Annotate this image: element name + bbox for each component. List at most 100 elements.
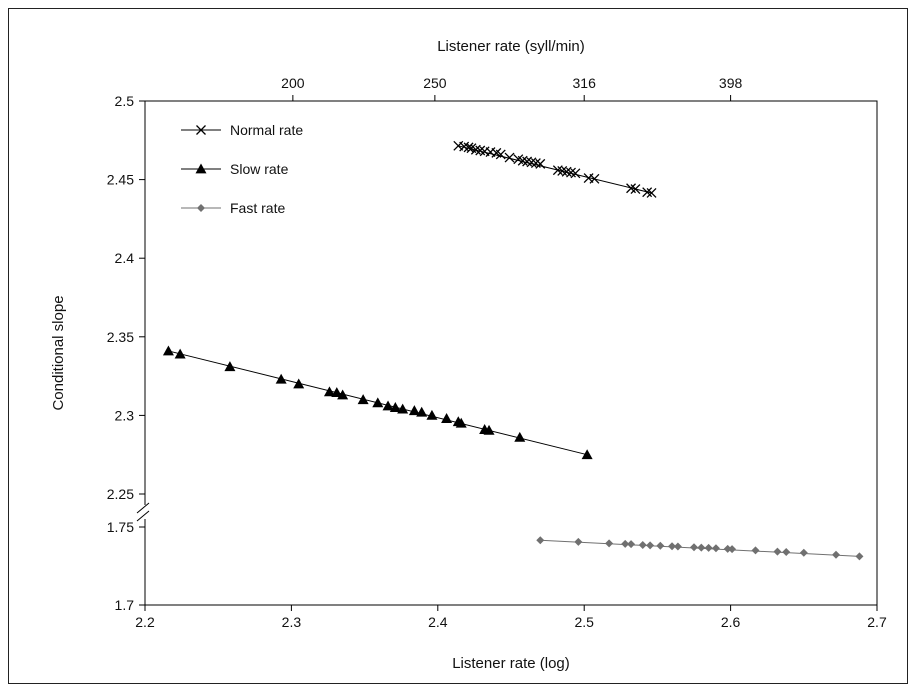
data-point (382, 400, 394, 411)
x2-tick-label: 316 (573, 75, 597, 91)
data-point (832, 550, 841, 559)
data-point (799, 548, 808, 557)
y-tick-label: 2.5 (115, 93, 135, 109)
figure-frame (8, 8, 908, 684)
marker-stroke (453, 140, 464, 151)
data-point (357, 394, 369, 405)
legend-item: Normal rate (181, 122, 303, 138)
axis-break-line (136, 510, 150, 522)
data-point (711, 544, 720, 553)
marker-stroke (495, 149, 506, 160)
legend-marker (195, 163, 207, 174)
series-normal-rate (453, 140, 657, 198)
data-point (426, 409, 438, 420)
marker-stroke (196, 125, 206, 135)
data-point (372, 397, 384, 408)
data-point (638, 540, 647, 549)
marker-stroke (535, 158, 546, 169)
x-tick-label: 2.6 (721, 614, 741, 630)
data-point (728, 545, 737, 554)
legend-item: Slow rate (181, 161, 289, 177)
data-point (723, 544, 732, 553)
data-point (630, 184, 641, 194)
y-tick-label: 2.3 (115, 407, 135, 423)
data-point (275, 373, 287, 384)
legend-marker (197, 204, 205, 212)
marker-stroke (517, 155, 528, 166)
data-point (605, 539, 614, 548)
data-point (323, 386, 335, 397)
y-tick-label: 2.4 (115, 250, 135, 266)
data-point (668, 542, 677, 551)
data-point (389, 402, 401, 412)
data-point (174, 348, 186, 359)
series-layer (162, 140, 864, 561)
marker-stroke (566, 167, 576, 178)
data-point (627, 540, 636, 549)
data-point (483, 424, 495, 435)
plot-area (144, 100, 878, 606)
marker-stroke (557, 165, 568, 176)
marker-stroke (646, 188, 657, 198)
marker-stroke (561, 166, 572, 177)
y-tick-label: 2.35 (107, 329, 134, 345)
data-point (535, 158, 546, 169)
ticks-group: 2.2 2.3 2.4 2.5 2.6 2.7 200 250 316 398 2.25 2.3 2.3… (107, 75, 887, 630)
data-point (751, 546, 760, 555)
data-point (504, 152, 515, 163)
data-point (855, 552, 864, 561)
data-point (397, 403, 409, 414)
axis-break-gap (141, 505, 149, 519)
legend-label: Normal rate (230, 122, 303, 138)
data-point (773, 547, 782, 556)
data-point (782, 547, 791, 556)
x-tick-label: 2.3 (282, 614, 302, 630)
data-point (416, 406, 428, 417)
data-point (536, 536, 545, 545)
x-tick-label: 2.4 (428, 614, 448, 630)
data-point (589, 173, 600, 184)
data-point (331, 387, 343, 398)
data-point (463, 142, 474, 153)
data-point (495, 149, 506, 160)
data-point (514, 431, 526, 442)
legend-item: Fast rate (181, 200, 285, 216)
legend-label: Fast rate (230, 200, 285, 216)
data-point (408, 405, 420, 416)
data-point (455, 417, 467, 428)
y-tick-label: 2.45 (107, 172, 134, 188)
marker-stroke (504, 152, 515, 163)
data-point (574, 537, 583, 546)
data-point (570, 168, 581, 179)
data-point (621, 539, 630, 548)
marker-stroke (642, 187, 653, 198)
top-axis-title: Listener rate (syll/min) (437, 38, 585, 55)
marker-stroke (463, 142, 474, 153)
marker-stroke (466, 143, 477, 154)
legend-marker (196, 125, 206, 135)
marker-stroke (589, 173, 600, 184)
marker-stroke (583, 173, 594, 183)
x2-tick-label: 398 (719, 75, 743, 91)
data-point (646, 188, 657, 198)
axis-break-mark (136, 502, 150, 522)
data-point (162, 345, 174, 356)
marker-stroke (491, 147, 502, 158)
marker-stroke (470, 144, 481, 155)
data-point (704, 543, 713, 552)
data-point (690, 543, 698, 552)
series-line (458, 145, 652, 194)
axis-break-line (136, 502, 150, 514)
series-slow-rate (162, 345, 593, 460)
y-tick-label: 1.7 (115, 597, 135, 613)
marker-stroke (522, 156, 533, 167)
marker-stroke (475, 145, 486, 156)
marker-stroke (630, 184, 641, 194)
marker-stroke (513, 154, 524, 165)
y-tick-label: 1.75 (107, 519, 134, 535)
marker-stroke (626, 183, 637, 194)
data-point (293, 378, 305, 389)
marker-stroke (552, 165, 563, 176)
marker-stroke (530, 158, 541, 169)
